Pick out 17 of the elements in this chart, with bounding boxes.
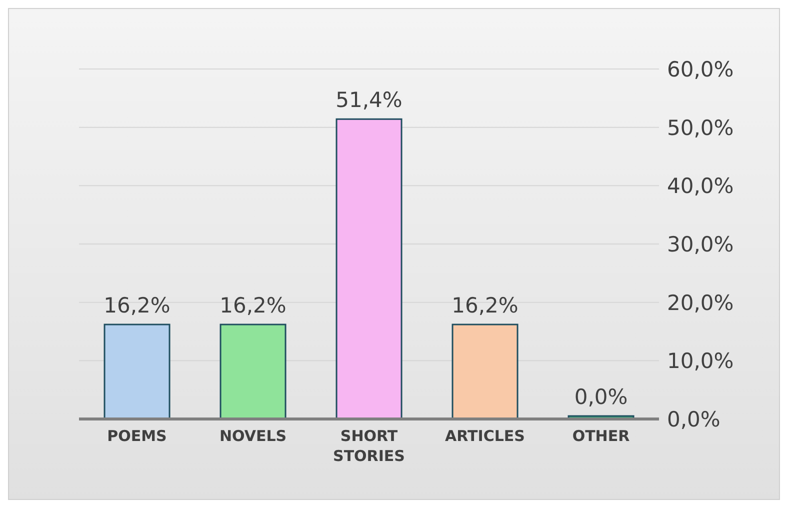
data-label: 16,2% <box>104 294 170 318</box>
x-tick-label: NOVELS <box>219 427 287 445</box>
data-label: 0,0% <box>574 385 628 409</box>
y-tick-label: 60,0% <box>667 57 734 82</box>
y-tick-label: 20,0% <box>667 290 734 315</box>
y-tick-label: 10,0% <box>667 349 734 374</box>
data-label: 51,4% <box>336 88 402 112</box>
x-tick-label: SHORT STORIES <box>333 427 405 465</box>
x-tick-label: POEMS <box>107 427 167 445</box>
y-tick-label: 50,0% <box>667 116 734 140</box>
x-tick-label: ARTICLES <box>445 427 525 445</box>
y-tick-label: 30,0% <box>667 232 734 256</box>
data-label: 16,2% <box>220 294 286 318</box>
x-tick-label: OTHER <box>572 427 630 445</box>
y-tick-label: 40,0% <box>667 174 734 198</box>
data-label: 16,2% <box>452 294 518 318</box>
y-tick-label: 0,0% <box>667 407 720 432</box>
